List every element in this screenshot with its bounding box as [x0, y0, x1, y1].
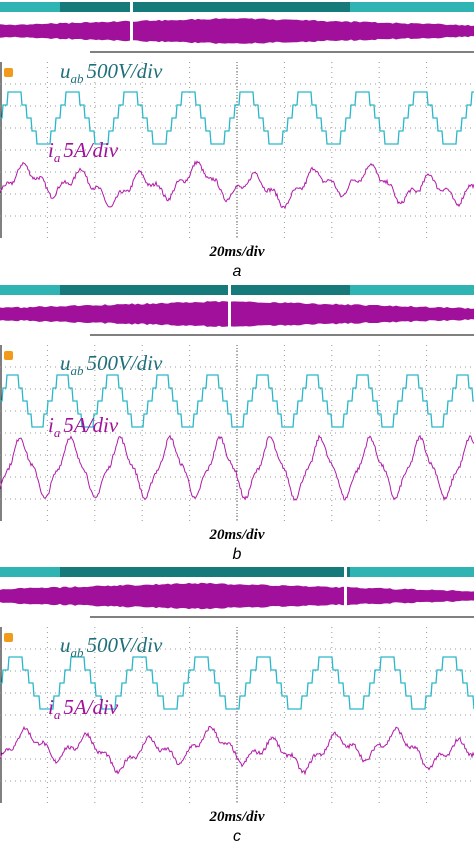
current-wave [0, 725, 474, 776]
current-label: ia 5A/div [48, 413, 119, 440]
voltage-scale: 500V/div [87, 633, 163, 657]
voltage-wave [0, 374, 474, 428]
voltage-scale: 500V/div [87, 351, 163, 375]
overview-envelope [0, 582, 474, 610]
current-scale: 5A/div [63, 413, 118, 437]
current-scale: 5A/div [63, 695, 118, 719]
current-symbol: i [48, 413, 54, 437]
overview-envelope [0, 18, 474, 44]
current-label: ia 5A/div [48, 138, 119, 165]
voltage-label: uab 500V/div [60, 59, 163, 86]
channel-marker [4, 351, 13, 360]
panel: uab 500V/div ia 5A/div 20ms/div c [0, 565, 474, 845]
voltage-symbol: u [60, 59, 71, 83]
voltage-symbol: u [60, 351, 71, 375]
voltage-wave [0, 91, 474, 145]
overview-envelope [0, 301, 474, 327]
overview-window [60, 285, 350, 295]
overview-window [60, 567, 350, 577]
time-scale: 20ms/div [209, 527, 265, 543]
current-wave [0, 160, 474, 210]
current-subscript: a [54, 150, 61, 165]
current-symbol: i [48, 695, 54, 719]
current-subscript: a [54, 707, 61, 722]
overview-marker [130, 0, 133, 46]
voltage-wave [0, 656, 474, 710]
panel: uab 500V/div ia 5A/div 20ms/div b [0, 283, 474, 563]
voltage-label: uab 500V/div [60, 351, 163, 378]
overview-marker [344, 565, 347, 611]
voltage-symbol: u [60, 633, 71, 657]
current-scale: 5A/div [63, 138, 118, 162]
current-label: ia 5A/div [48, 695, 119, 722]
voltage-scale: 500V/div [87, 59, 163, 83]
time-scale: 20ms/div [209, 244, 265, 260]
caption: c [233, 828, 241, 845]
overview-window [60, 2, 350, 12]
current-wave [0, 434, 474, 502]
channel-marker [4, 68, 13, 77]
caption: b [233, 546, 242, 563]
current-subscript: a [54, 425, 61, 440]
time-scale: 20ms/div [209, 809, 265, 825]
voltage-subscript: ab [71, 71, 85, 86]
caption: a [233, 263, 242, 280]
voltage-label: uab 500V/div [60, 633, 163, 660]
channel-marker [4, 633, 13, 642]
current-symbol: i [48, 138, 54, 162]
voltage-subscript: ab [71, 363, 85, 378]
voltage-subscript: ab [71, 645, 85, 660]
overview-marker [228, 283, 231, 329]
